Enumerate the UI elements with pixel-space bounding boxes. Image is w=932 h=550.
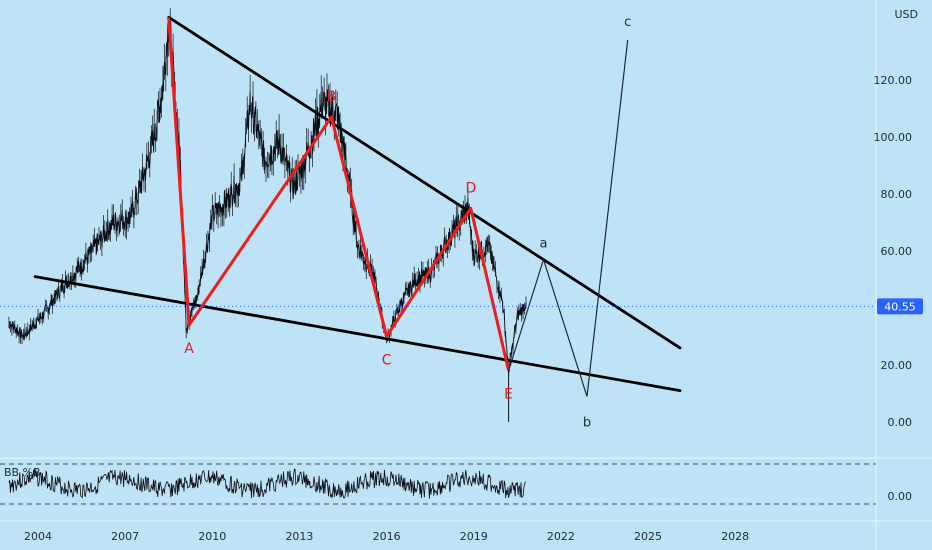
wave-label-b: B: [327, 89, 337, 105]
price-tick-label: 0.00: [888, 416, 913, 429]
wave-label-a: A: [184, 341, 194, 357]
indicator-label: BB %B: [4, 466, 41, 479]
wave-path[interactable]: [167, 17, 511, 372]
time-tick-label: 2022: [547, 530, 575, 543]
price-tick-label: 20.00: [881, 359, 913, 372]
time-tick-label: 2028: [721, 530, 749, 543]
projection-label-a: a: [539, 237, 547, 252]
price-tick-label: 120.00: [874, 74, 913, 87]
time-tick-label: 2013: [285, 530, 313, 543]
trendlines[interactable]: [33, 15, 682, 393]
time-tick-label: 2025: [634, 530, 662, 543]
wave-count[interactable]: A B C D E: [167, 17, 513, 403]
wave-label-c: C: [382, 353, 392, 369]
projection-line[interactable]: [508, 40, 629, 397]
price-tick-label: 60.00: [881, 245, 913, 258]
indicator-zero-tick: 0.00: [888, 490, 913, 503]
time-tick-label: 2004: [24, 530, 52, 543]
currency-label: USD: [894, 8, 918, 21]
lower-trendline[interactable]: [33, 275, 682, 393]
price-tick-label: 80.00: [881, 188, 913, 201]
time-axis[interactable]: 2004 2007 2010 2013 2016 2019 2022 2025 2028: [24, 530, 749, 543]
projection-label-c: c: [624, 15, 631, 30]
time-tick-label: 2016: [373, 530, 401, 543]
indicator-series: [8, 468, 526, 499]
last-price-tag: [877, 298, 923, 315]
last-price-value: 40.55: [884, 300, 916, 313]
upper-trendline[interactable]: [167, 15, 682, 350]
price-tick-label: 100.00: [874, 131, 913, 144]
projection-label-b: b: [583, 415, 591, 430]
bb-percent-b-line: [8, 468, 526, 499]
time-tick-label: 2010: [198, 530, 226, 543]
wave-label-e: E: [504, 387, 513, 403]
wave-label-d: D: [465, 180, 476, 196]
time-tick-label: 2019: [460, 530, 488, 543]
time-tick-label: 2007: [111, 530, 139, 543]
projection-path[interactable]: a b c: [508, 15, 632, 430]
